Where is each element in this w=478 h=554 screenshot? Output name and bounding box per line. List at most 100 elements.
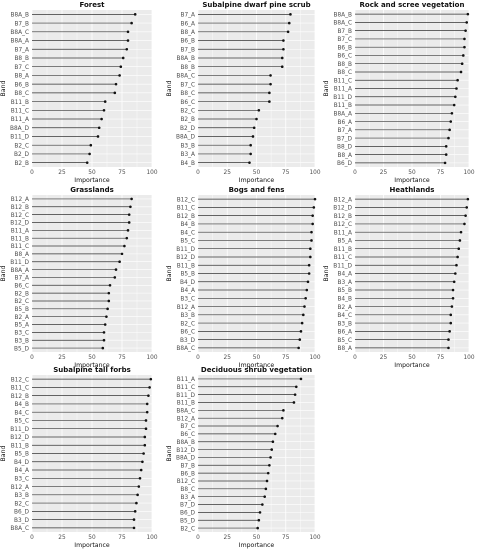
band-tick-label: B11_D — [176, 247, 195, 253]
lollipop-point — [258, 511, 262, 514]
lollipop-point — [447, 136, 450, 140]
band-tick-label: B8_A — [14, 252, 29, 258]
lollipop-point — [309, 247, 312, 251]
band-tick-label: B6_A — [337, 120, 352, 126]
x-axis-label: Importance — [74, 542, 110, 549]
x-tick-label: 100 — [463, 170, 474, 176]
band-tick-label: B6_C — [14, 283, 29, 289]
band-tick-label: B5_C — [180, 239, 195, 245]
lollipop-point — [299, 377, 303, 381]
band-tick-label: B12_B — [11, 205, 29, 211]
lollipop-point — [271, 440, 275, 444]
band-tick-label: B7_A — [14, 276, 29, 282]
band-tick-label: B5_B — [337, 288, 352, 294]
band-tick-label: B5_D — [180, 518, 196, 524]
lollipop-point — [310, 239, 313, 242]
lollipop-point — [289, 13, 292, 16]
band-tick-label: B2_C — [180, 321, 195, 327]
x-tick-label: 25 — [58, 535, 66, 541]
lollipop-point — [303, 305, 306, 308]
band-tick-label: B5_D — [14, 346, 30, 352]
lollipop-point — [449, 120, 453, 123]
band-tick-label: B8A_D — [176, 456, 196, 462]
band-tick-label: B3_A — [337, 280, 352, 286]
lollipop-point — [103, 100, 107, 103]
lollipop-point — [463, 37, 466, 41]
band-tick-label: B3_A — [180, 495, 195, 501]
x-tick-label: 25 — [58, 355, 66, 361]
lollipop-point — [269, 82, 272, 86]
band-tick-label: B8_A — [180, 30, 195, 36]
lollipop-point — [132, 518, 136, 521]
lollipop-point — [450, 305, 454, 308]
x-tick-label: 75 — [282, 535, 290, 541]
x-tick-label: 25 — [224, 535, 232, 541]
band-tick-label: B11_D — [333, 263, 352, 269]
x-tick-label: 50 — [408, 170, 416, 176]
band-tick-label: B12_D — [176, 448, 195, 454]
band-tick-label: B7_C — [14, 65, 29, 71]
band-tick-label: B7_B — [180, 463, 195, 469]
lollipop-point — [141, 460, 144, 464]
band-tick-label: B8A_C — [10, 30, 29, 36]
lollipop-point — [268, 100, 271, 103]
x-tick-label: 100 — [146, 170, 157, 176]
lollipop-point — [313, 197, 317, 201]
lollipop-point — [114, 82, 118, 86]
band-tick-label: B11_C — [334, 255, 352, 261]
lollipop-point — [449, 313, 453, 317]
band-tick-label: B2_B — [180, 117, 195, 123]
lollipop-point — [448, 330, 451, 333]
band-tick-label: B3_C — [14, 331, 29, 337]
band-tick-label: B8A_D — [176, 135, 196, 141]
band-tick-label: B8A_D — [10, 126, 30, 132]
x-tick-label: 100 — [146, 355, 157, 361]
band-tick-label: B11_C — [11, 244, 29, 250]
x-tick-label: 50 — [253, 535, 261, 541]
x-tick-label: 0 — [30, 355, 34, 361]
band-tick-label: B2_B — [14, 161, 29, 167]
lollipop-point — [89, 143, 93, 147]
x-tick-label: 100 — [146, 535, 157, 541]
band-tick-label: B6_D — [180, 511, 196, 517]
band-tick-label: B3_B — [14, 338, 29, 344]
lollipop-point — [280, 56, 284, 60]
band-tick-label: B7_B — [14, 21, 29, 27]
x-tick-label: 50 — [253, 170, 261, 176]
lollipop-point — [465, 21, 469, 24]
x-tick-label: 75 — [282, 355, 290, 361]
panel-1: B7_A B6_A B8_A B6_B B7_B B8A_B B8_B B8A_C B7_C B8… — [166, 1, 321, 184]
lollipop-point — [454, 272, 457, 275]
lollipop-point — [101, 346, 105, 350]
lollipop-point — [103, 323, 107, 326]
band-tick-label: B4_B — [180, 161, 195, 167]
band-tick-label: B5_A — [337, 239, 352, 245]
lollipop-point — [105, 315, 108, 318]
band-tick-label: B12_C — [177, 197, 195, 203]
band-tick-label: B11_C — [11, 109, 29, 115]
lollipop-point — [248, 161, 251, 164]
lollipop-point — [280, 416, 284, 420]
lollipop-point — [126, 39, 130, 42]
band-tick-label: B6_B — [337, 45, 352, 51]
band-tick-label: B8_C — [180, 487, 195, 493]
lollipop-point — [142, 452, 145, 455]
band-tick-label: B8_C — [337, 70, 352, 76]
lollipop-point — [464, 214, 467, 217]
lollipop-point — [456, 78, 459, 82]
lollipop-point — [139, 468, 143, 472]
lollipop-point — [270, 448, 274, 451]
lollipop-point — [310, 230, 313, 234]
panel-2: B8A_B B8A_C B7_B B7_C B6_B B6_C B8_B B8_C B11_C B… — [323, 1, 475, 184]
lollipop-point — [147, 394, 150, 397]
band-tick-label: B7_A — [180, 13, 195, 19]
lollipop-point — [311, 222, 314, 226]
lollipop-point — [282, 47, 285, 51]
band-tick-label: B12_C — [11, 377, 29, 383]
x-tick-label: 0 — [353, 355, 357, 361]
y-axis-label: Band — [0, 445, 7, 461]
lollipop-point — [443, 161, 447, 165]
x-tick-label: 75 — [118, 355, 126, 361]
band-tick-label: B2_C — [180, 526, 195, 532]
